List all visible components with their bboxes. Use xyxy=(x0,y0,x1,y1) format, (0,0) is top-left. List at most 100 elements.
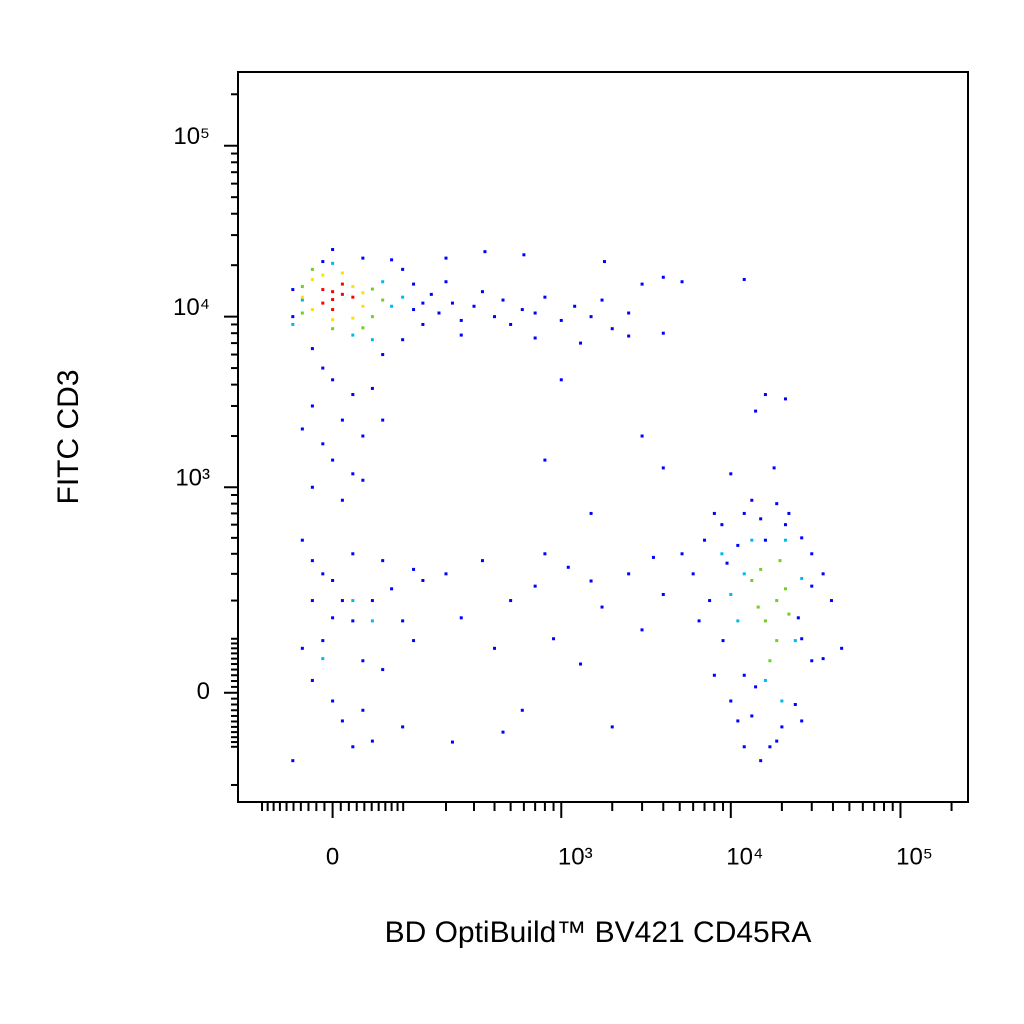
point xyxy=(340,271,344,275)
point xyxy=(390,587,394,591)
point xyxy=(493,315,497,319)
point xyxy=(768,745,772,749)
point xyxy=(421,301,425,305)
point xyxy=(697,619,701,623)
point xyxy=(381,559,385,563)
point xyxy=(533,311,537,315)
point xyxy=(321,657,325,661)
point xyxy=(775,739,779,743)
point xyxy=(533,336,537,340)
point xyxy=(480,290,484,294)
point xyxy=(361,291,365,295)
point xyxy=(661,331,665,335)
point xyxy=(600,605,604,609)
point xyxy=(300,298,304,302)
point xyxy=(763,678,767,682)
point xyxy=(351,552,355,556)
point xyxy=(742,277,746,281)
point xyxy=(768,659,772,663)
point xyxy=(742,572,746,576)
point xyxy=(331,378,335,382)
x-tick-label: 10⁴ xyxy=(726,843,763,870)
point xyxy=(780,699,784,703)
point xyxy=(310,485,314,489)
point xyxy=(459,318,463,322)
point xyxy=(754,409,758,413)
point xyxy=(661,466,665,470)
point xyxy=(321,288,325,292)
point xyxy=(444,572,448,576)
point xyxy=(429,292,433,296)
point xyxy=(310,678,314,682)
point xyxy=(796,616,800,620)
point xyxy=(783,397,787,401)
y-axis-label: FITC CD3 xyxy=(52,370,85,505)
point xyxy=(787,612,791,616)
point xyxy=(720,552,724,556)
point xyxy=(370,619,374,623)
point xyxy=(712,511,716,515)
point xyxy=(810,659,814,663)
point xyxy=(361,478,365,482)
point xyxy=(501,730,505,734)
point xyxy=(800,637,804,641)
point xyxy=(775,502,779,506)
point xyxy=(783,538,787,542)
point xyxy=(543,458,547,462)
point xyxy=(340,282,344,286)
point xyxy=(401,295,405,299)
point xyxy=(627,311,631,315)
point xyxy=(351,745,355,749)
point xyxy=(412,282,416,286)
point xyxy=(750,538,754,542)
point xyxy=(559,378,563,382)
point xyxy=(821,572,825,576)
point xyxy=(370,739,374,743)
point xyxy=(300,285,304,289)
point xyxy=(310,308,314,312)
point xyxy=(331,458,335,462)
point xyxy=(783,523,787,527)
point xyxy=(742,511,746,515)
point xyxy=(640,628,644,632)
point xyxy=(680,552,684,556)
point xyxy=(651,555,655,559)
point xyxy=(736,619,740,623)
point xyxy=(340,418,344,422)
point xyxy=(291,288,295,292)
point xyxy=(793,639,797,643)
x-tick-label: 0 xyxy=(326,843,339,870)
point xyxy=(821,657,825,661)
point xyxy=(331,290,335,294)
point xyxy=(412,308,416,312)
point xyxy=(370,386,374,390)
point xyxy=(321,301,325,305)
point xyxy=(810,552,814,556)
point xyxy=(483,250,487,254)
point xyxy=(720,523,724,527)
point xyxy=(331,578,335,582)
point xyxy=(381,418,385,422)
point xyxy=(691,572,695,576)
point xyxy=(729,699,733,703)
point xyxy=(310,559,314,563)
point xyxy=(800,719,804,723)
point xyxy=(401,725,405,729)
point xyxy=(300,646,304,650)
point xyxy=(351,619,355,623)
point xyxy=(627,334,631,338)
point xyxy=(310,347,314,351)
point xyxy=(775,599,779,603)
x-axis-label: BD OptiBuild™ BV421 CD45RA xyxy=(385,916,812,949)
point xyxy=(509,599,513,603)
point xyxy=(331,308,335,312)
point xyxy=(840,646,844,650)
point xyxy=(421,578,425,582)
point xyxy=(573,304,577,308)
point xyxy=(351,333,355,337)
point xyxy=(381,668,385,672)
point xyxy=(444,256,448,260)
point xyxy=(579,341,583,345)
point xyxy=(712,673,716,677)
